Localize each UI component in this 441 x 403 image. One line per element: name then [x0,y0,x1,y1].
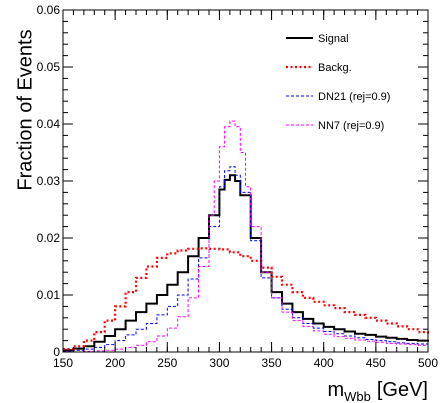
legend: Signal Backg. DN21 (rej=0.9) NN7 (rej=0.9) [286,33,390,132]
y-tick-label: 0.03 [37,174,61,188]
x-axis-title-unit: [GeV] [377,379,428,401]
y-axis-title: Fraction of Events [14,29,36,190]
legend-label-4: NN7 (rej=0.9) [318,120,384,132]
axes-layer: 150 200 250 300 350 400 450 500 0 0.01 0.02 0.03 0.0… [37,3,439,370]
y-tick-label: 0.02 [37,231,61,245]
legend-label-1: Signal [318,33,349,45]
x-axis-title: mWbb [GeV] [327,379,428,403]
y-tick-label: 0 [53,345,60,359]
x-tick-label: 350 [262,356,282,370]
y-tick-label: 0.05 [37,60,61,74]
series-layer [63,120,430,353]
legend-label-3: DN21 (rej=0.9) [318,91,390,103]
x-tick-label: 450 [366,356,386,370]
y-tick-label: 0.04 [37,117,61,131]
series-line-4 [63,120,429,353]
y-tick-label: 0.06 [37,3,61,17]
series-line-3 [63,166,429,352]
x-tick-label: 250 [157,356,177,370]
x-axis-title-main: m [327,379,344,401]
x-tick-label: 500 [418,356,438,370]
x-tick-label: 400 [314,356,334,370]
x-axis-title-subscript: Wbb [344,389,371,403]
x-tick-label: 200 [105,356,125,370]
x-tick-label: 150 [53,356,73,370]
y-tick-label: 0.01 [37,288,61,302]
x-tick-label: 300 [209,356,229,370]
legend-label-2: Backg. [318,62,352,74]
